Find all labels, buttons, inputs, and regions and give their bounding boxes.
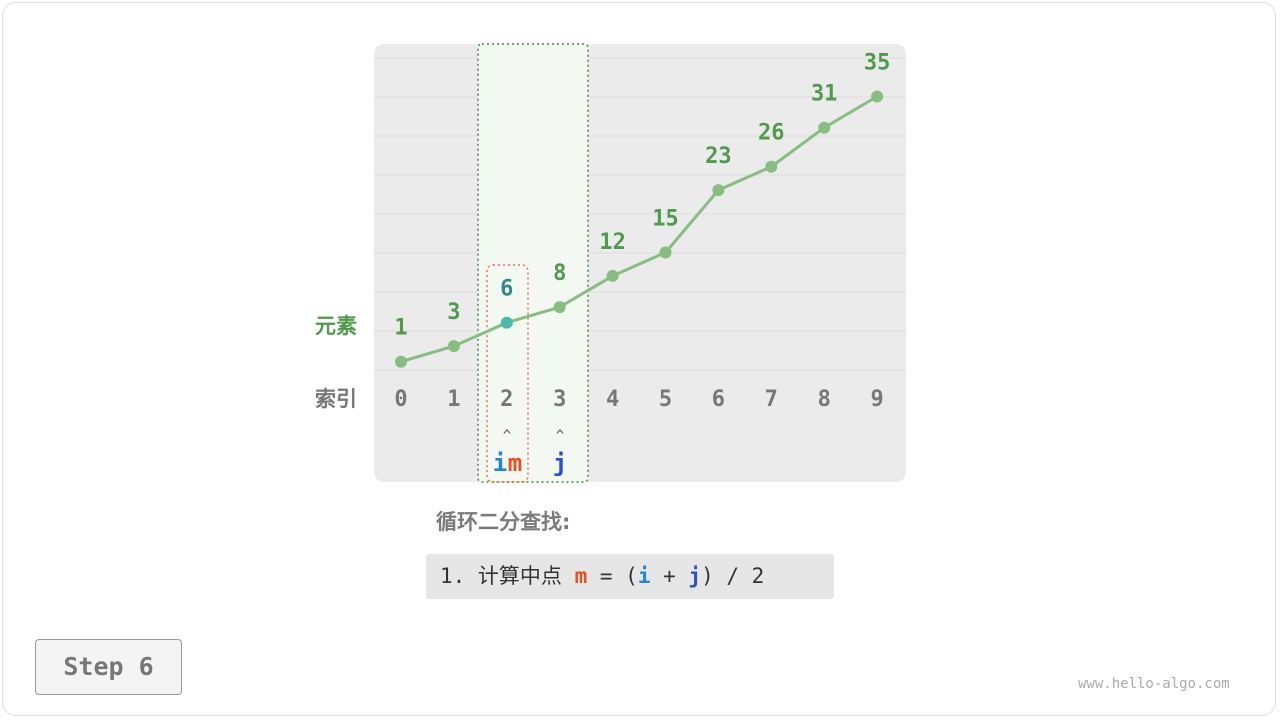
value-point [395, 355, 407, 368]
index-tick: 2 [500, 387, 513, 412]
value-point [447, 340, 460, 353]
search-range-highlight [477, 43, 589, 483]
value-label: 15 [652, 207, 679, 232]
pointer-m: m [508, 449, 522, 477]
value-label: 6 [500, 277, 513, 302]
index-tick: 6 [712, 387, 725, 412]
step-button[interactable]: Step 6 [35, 639, 182, 695]
code-i: i [637, 564, 651, 588]
value-point [606, 269, 619, 282]
midpoint-highlight [486, 264, 529, 483]
value-label: 12 [599, 230, 626, 255]
value-label: 1 [394, 316, 407, 341]
value-label: 35 [864, 51, 891, 76]
watermark: www.hello-algo.com [1078, 676, 1230, 692]
index-tick: 5 [659, 387, 672, 412]
pointer-i: i [493, 449, 507, 477]
pointer-j: j [553, 449, 567, 477]
value-point [712, 184, 725, 197]
value-label: 26 [758, 121, 785, 146]
value-point [659, 246, 672, 259]
code-plus: + [650, 564, 689, 588]
code-m: m [574, 564, 588, 588]
code-suffix: ) / 2 [701, 564, 765, 588]
pointer-arrow-j: ^ [556, 428, 564, 444]
index-tick: 9 [870, 387, 883, 412]
value-label: 23 [705, 144, 732, 169]
value-point [818, 121, 831, 134]
value-point [553, 301, 566, 314]
value-point [500, 316, 513, 329]
value-label: 8 [553, 261, 566, 286]
caption-title: 循环二分查找: [436, 510, 571, 534]
index-tick: 3 [553, 387, 566, 412]
value-point [871, 90, 884, 103]
value-label: 31 [811, 82, 838, 107]
index-tick: 7 [765, 387, 778, 412]
elements-label: 元素 [315, 314, 357, 338]
index-label: 索引 [315, 387, 357, 411]
code-eq: = ( [587, 564, 638, 588]
value-point [765, 160, 778, 173]
index-tick: 8 [818, 387, 831, 412]
code-j: j [688, 564, 702, 588]
pointer-arrow-i: ^ [503, 428, 511, 444]
value-line [400, 95, 878, 364]
code-prefix: 1. 计算中点 [440, 564, 575, 588]
code-line: 1. 计算中点 m = (i + j) / 2 [426, 554, 834, 599]
index-tick: 1 [447, 387, 460, 412]
index-tick: 4 [606, 387, 619, 412]
index-tick: 0 [394, 387, 407, 412]
value-label: 3 [447, 300, 460, 325]
